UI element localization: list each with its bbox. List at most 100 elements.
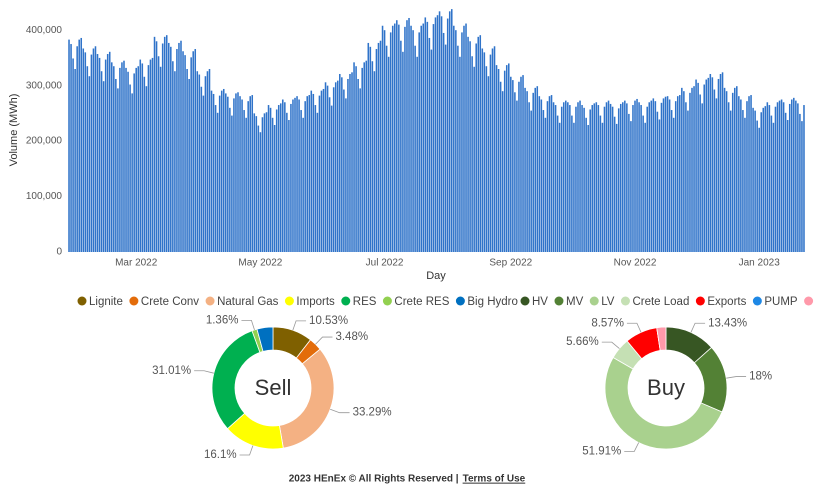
bar — [516, 100, 518, 252]
bar — [210, 90, 213, 252]
bar — [379, 40, 382, 252]
bar — [599, 115, 602, 252]
donut-slice — [656, 326, 667, 351]
legend-label: Natural Gas — [217, 296, 279, 308]
bar — [239, 96, 241, 252]
bar — [656, 111, 659, 252]
bar — [440, 16, 443, 253]
bar — [192, 51, 194, 252]
bar — [540, 99, 543, 252]
bar — [113, 66, 115, 253]
bar — [587, 125, 589, 252]
bar — [290, 103, 292, 252]
bar — [92, 48, 95, 253]
bar — [469, 41, 471, 252]
x-tick-label: Jul 2022 — [366, 258, 404, 269]
bar — [727, 102, 730, 252]
bar — [408, 17, 410, 253]
bar — [383, 30, 386, 252]
bar — [495, 65, 498, 252]
bar — [465, 23, 467, 253]
bar — [746, 101, 748, 252]
bar — [715, 98, 718, 253]
legend-label: Big Hydro — [467, 296, 518, 308]
bar — [634, 100, 636, 252]
bar — [695, 79, 697, 252]
bar — [377, 42, 380, 252]
bar — [725, 91, 728, 252]
bar — [312, 93, 315, 252]
bar — [434, 17, 437, 252]
bar — [375, 49, 378, 252]
bar — [475, 43, 477, 253]
bar — [324, 82, 327, 253]
bar — [235, 93, 237, 253]
bar — [738, 96, 740, 252]
legend-marker — [284, 296, 294, 306]
bar — [542, 110, 545, 252]
bar — [151, 57, 154, 253]
bar — [624, 100, 626, 252]
bar — [774, 106, 777, 252]
bar — [68, 39, 70, 252]
terms-link[interactable]: Terms of Use — [463, 474, 526, 485]
bar — [288, 120, 290, 252]
bar — [200, 86, 203, 252]
bar — [754, 110, 756, 252]
bar — [591, 105, 594, 252]
bar — [648, 102, 651, 252]
bar — [400, 40, 402, 252]
bar — [353, 62, 355, 252]
bar — [693, 86, 695, 252]
bar — [670, 110, 673, 252]
bar — [298, 99, 300, 252]
bar — [115, 78, 117, 253]
bar — [736, 86, 738, 252]
bar — [341, 77, 343, 253]
bar — [182, 51, 184, 252]
x-tick-label: Jan 2023 — [739, 258, 781, 269]
bar — [729, 110, 732, 252]
bar — [389, 32, 392, 253]
legend-label: Crete Conv — [141, 296, 199, 308]
slice-label: 16.1% — [204, 449, 237, 461]
bar — [683, 91, 685, 252]
legend-marker — [341, 296, 351, 306]
legend-marker — [382, 296, 392, 306]
bar — [74, 69, 76, 252]
bar — [125, 67, 127, 253]
bar — [672, 117, 675, 252]
bar — [277, 105, 280, 252]
bar — [733, 87, 736, 252]
legend-label: RES — [353, 296, 377, 308]
bar — [300, 110, 302, 252]
bar — [575, 106, 577, 252]
bar — [432, 24, 435, 252]
x-tick-label: Nov 2022 — [614, 258, 657, 269]
y-tick-label: 300,000 — [26, 80, 63, 91]
bar — [795, 100, 797, 252]
bar — [546, 101, 549, 252]
bar — [176, 49, 178, 252]
bar — [562, 102, 565, 252]
x-axis-title: Day — [426, 270, 446, 282]
donut-center-label: Buy — [647, 375, 685, 400]
bar — [603, 106, 606, 252]
bar — [208, 69, 211, 252]
leader-line — [194, 370, 214, 374]
bar — [406, 20, 408, 253]
legend-marker — [205, 296, 215, 306]
bar — [90, 54, 93, 252]
bar — [304, 101, 306, 252]
bar — [188, 78, 190, 253]
bar — [426, 21, 429, 253]
bar — [662, 98, 665, 253]
bar — [438, 11, 441, 253]
legend-marker — [589, 296, 599, 306]
bar — [249, 96, 251, 252]
slice-label: 18% — [749, 371, 772, 383]
footer-text: 2023 HEnEx © All Rights Reserved | — [289, 474, 459, 485]
bar — [430, 49, 433, 252]
bar — [636, 98, 638, 252]
